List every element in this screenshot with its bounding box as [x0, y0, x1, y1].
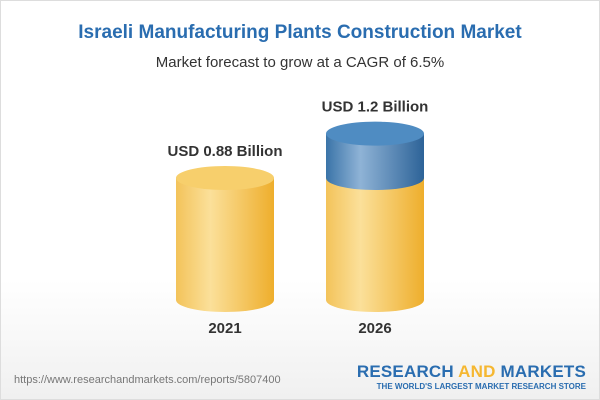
x-tick-2026: 2026	[358, 320, 391, 337]
logo: RESEARCH AND MARKETS THE WORLD'S LARGEST…	[356, 362, 586, 391]
data-label-2026: USD 1.2 Billion	[322, 99, 429, 116]
source-url[interactable]: https://www.researchandmarkets.com/repor…	[14, 374, 281, 386]
chart-subtitle: Market forecast to grow at a CAGR of 6.5…	[155, 54, 445, 71]
x-tick-2021: 2021	[208, 320, 241, 337]
bar-growth-2026	[326, 133, 424, 190]
bar-top-2026	[326, 121, 424, 146]
data-label-2021: USD 0.88 Billion	[167, 143, 282, 160]
bar-top-2021	[176, 166, 274, 190]
chart-title: Israeli Manufacturing Plants Constructio…	[78, 22, 522, 43]
bar-2021	[176, 178, 274, 312]
bar-base-2026	[326, 178, 424, 312]
